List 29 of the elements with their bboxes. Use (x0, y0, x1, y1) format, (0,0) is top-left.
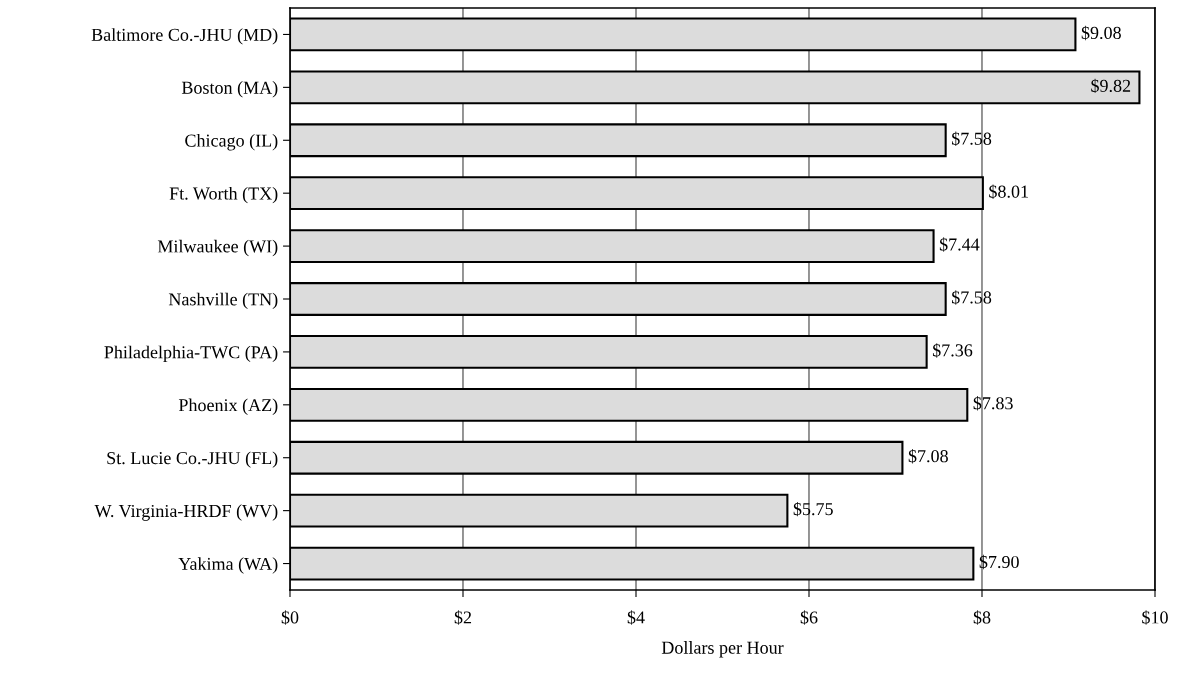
y-tick-label: Nashville (TN) (168, 292, 278, 310)
data-label: $7.83 (973, 396, 1013, 411)
data-label: $7.90 (979, 554, 1019, 570)
x-tick-label: $4 (627, 610, 645, 625)
y-tick-label: Milwaukee (WI) (157, 239, 278, 257)
y-tick-label: Ft. Worth (TX) (169, 186, 278, 204)
y-tick-label: Yakima (WA) (178, 557, 278, 574)
x-tick-label: $2 (454, 610, 472, 625)
data-label: $7.36 (932, 343, 973, 358)
x-tick-label: $10 (1142, 610, 1168, 625)
y-tick-label: St. Lucie Co.-JHU (FL) (107, 451, 278, 468)
y-tick-label: Boston (MA) (181, 81, 278, 98)
x-tick-label: $8 (973, 610, 991, 625)
y-tick-label: Phoenix (AZ) (178, 398, 278, 415)
data-label: $7.44 (939, 237, 980, 252)
data-label: $7.58 (952, 131, 992, 146)
y-tick-label: Baltimore Co.-JHU (MD) (91, 28, 278, 45)
x-axis-title: Dollars per Hour (661, 641, 784, 658)
data-label: $8.01 (989, 184, 1028, 199)
data-label: $9.82 (1091, 78, 1131, 94)
y-tick-label: Chicago (IL) (185, 134, 278, 151)
data-label: $7.08 (908, 449, 948, 464)
data-label: $5.75 (793, 501, 833, 517)
data-label: $7.58 (952, 290, 992, 305)
x-tick-label: $0 (281, 610, 299, 625)
data-label: $9.08 (1081, 25, 1121, 41)
y-tick-label: W. Virginia-HRDF (WV) (94, 504, 278, 521)
y-tick-label: Philadelphia-TWC (PA) (104, 345, 278, 363)
x-tick-label: $6 (800, 610, 818, 625)
